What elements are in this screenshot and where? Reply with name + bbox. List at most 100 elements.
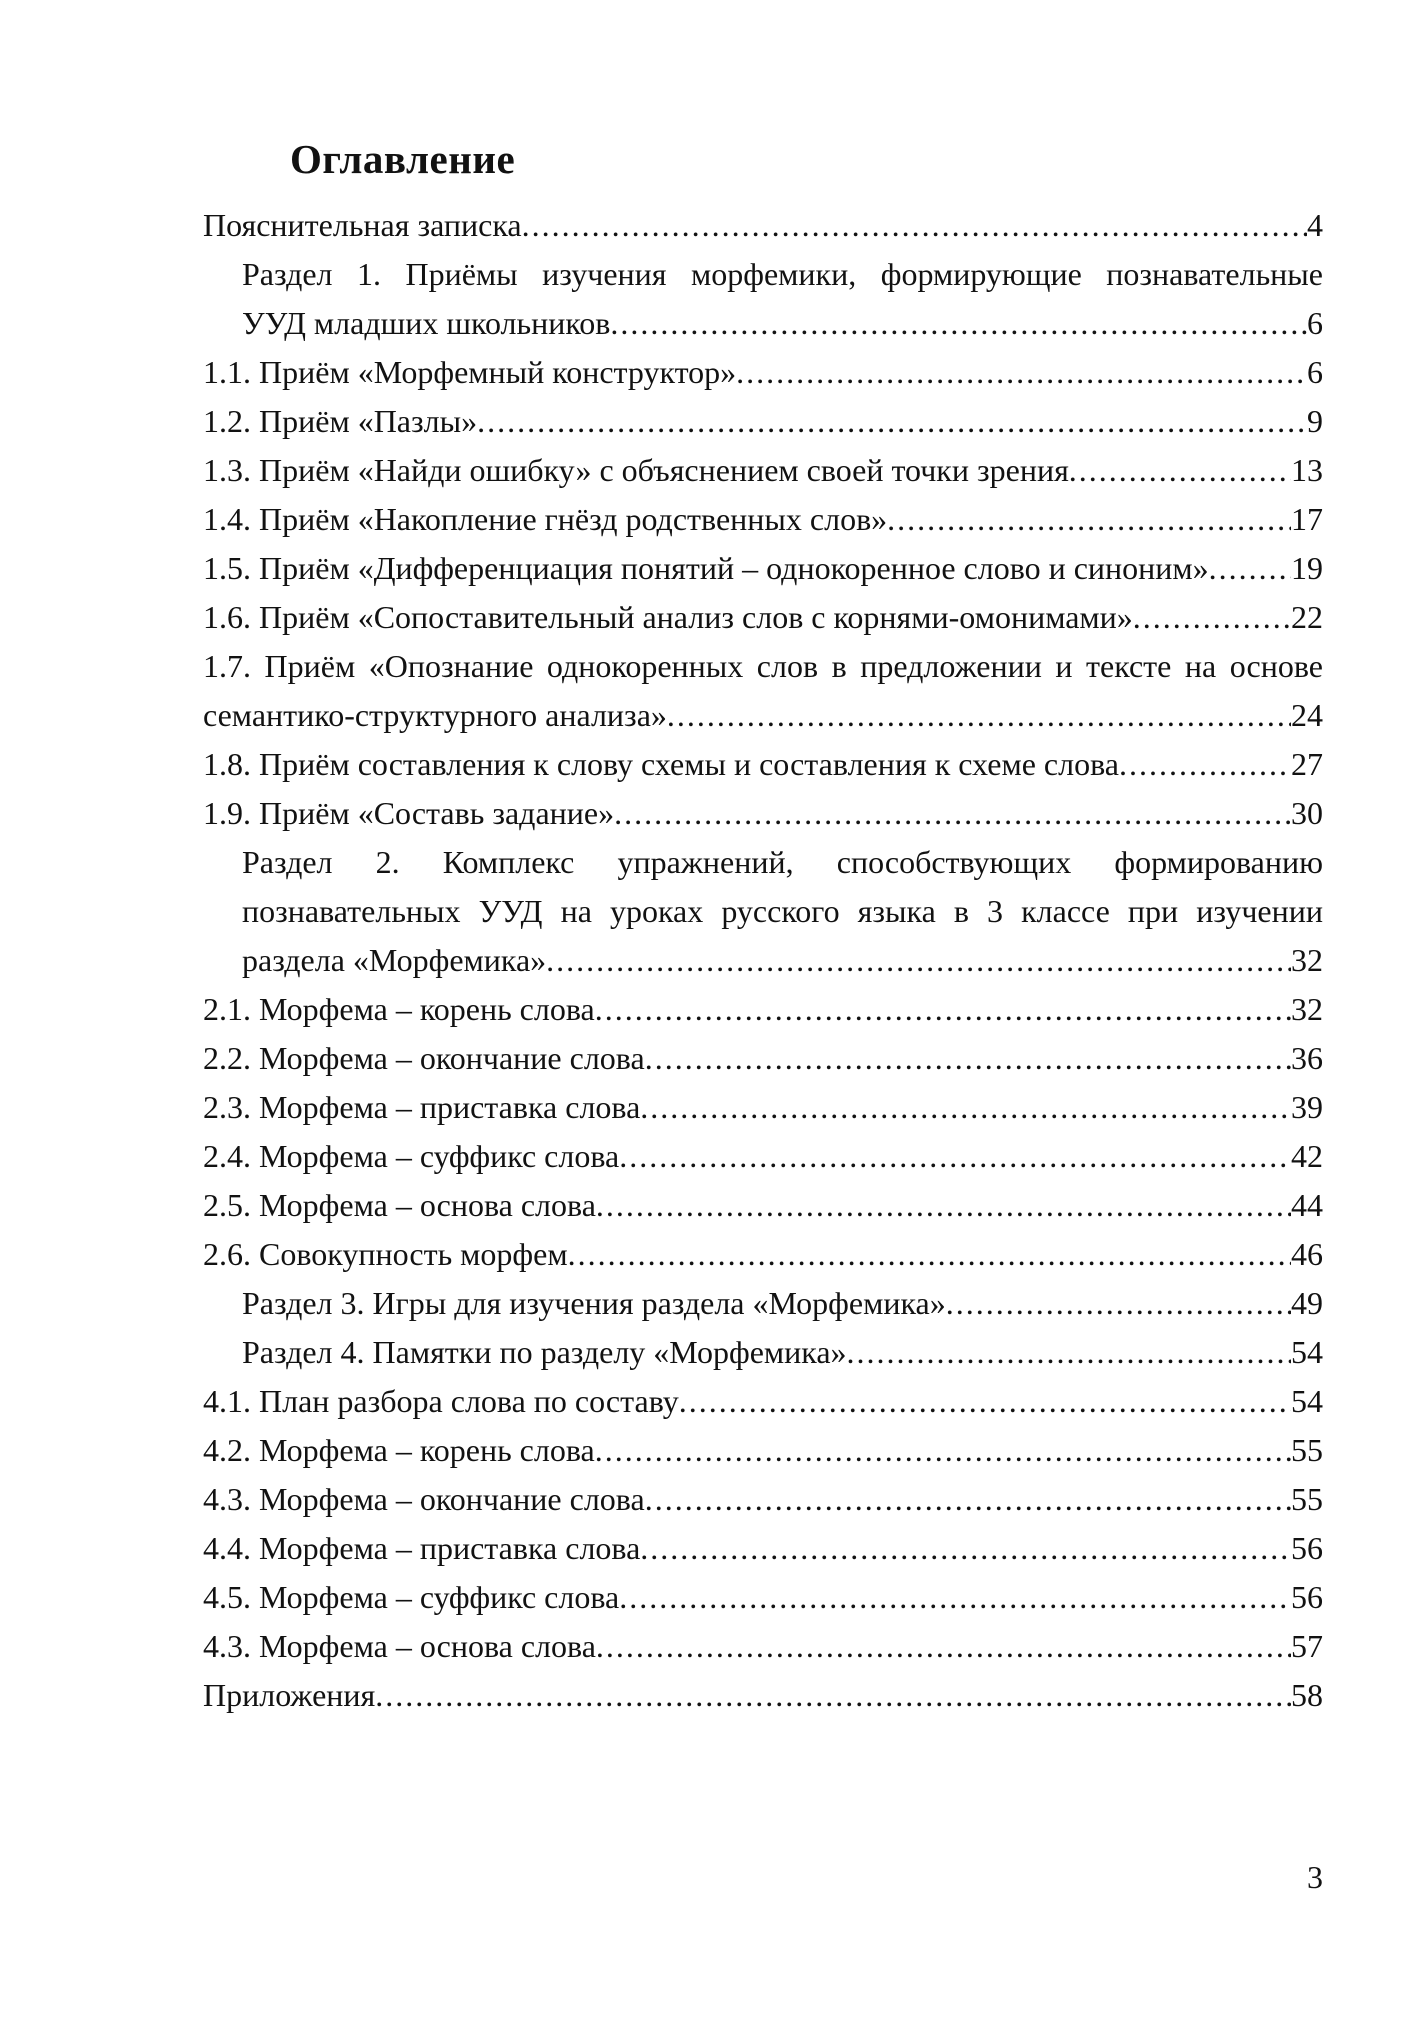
toc-entry-text: 1.1. Приём «Морфемный конструктор» [203, 354, 737, 390]
toc-entry-last-line: 4.2. Морфема – корень слова.............… [203, 1426, 1323, 1475]
toc-entry: 2.3. Морфема – приставка слова..........… [203, 1083, 1323, 1132]
toc-entry-text: 1.8. Приём составления к слову схемы и с… [203, 746, 1119, 782]
toc-leader-dots: ........................................… [567, 1236, 1291, 1272]
toc-entry: Пояснительная записка...................… [203, 201, 1323, 250]
toc-entry-text: 2.3. Морфема – приставка слова [203, 1089, 641, 1125]
toc-leader-dots: ........................................… [477, 403, 1307, 439]
toc-leader-dots: ........................................… [375, 1677, 1291, 1713]
toc-leader-dots: ........................................… [1068, 452, 1291, 488]
toc-entry-last-line: 2.1. Морфема – корень слова.............… [203, 985, 1323, 1034]
toc-entry-last-line: 1.8. Приём составления к слову схемы и с… [203, 740, 1323, 789]
toc-entry-page-number: 46 [1291, 1236, 1323, 1272]
toc-leader-dots: ........................................… [614, 795, 1291, 831]
toc-entry-page-number: 6 [1307, 354, 1323, 390]
toc-leader-dots: ........................................… [640, 1530, 1291, 1566]
toc-entry-wrapped-line: познавательных УУД на уроках русского яз… [242, 893, 1323, 929]
toc-leader-dots: ........................................… [521, 207, 1307, 243]
toc-entry-last-line: 1.5. Приём «Дифференциация понятий – одн… [203, 544, 1323, 593]
toc-entry: 1.1. Приём «Морфемный конструктор»......… [203, 348, 1323, 397]
toc-entry-last-line: 2.4. Морфема – суффикс слова............… [203, 1132, 1323, 1181]
toc-entry-wrapped-line: Раздел 2. Комплекс упражнений, способств… [242, 844, 1323, 880]
toc-entry-last-line: раздела «Морфемика».....................… [242, 936, 1323, 985]
toc-entry: 4.1. План разбора слова по составу......… [203, 1377, 1323, 1426]
toc-entry: 4.4. Морфема – приставка слова..........… [203, 1524, 1323, 1573]
toc-entry-last-line: 4.5. Морфема – суффикс слова............… [203, 1573, 1323, 1622]
page-title: Оглавление [290, 136, 516, 182]
toc-leader-dots: ........................................… [666, 697, 1291, 733]
toc-leader-dots: ........................................… [1208, 550, 1291, 586]
toc-entry-page-number: 24 [1291, 697, 1323, 733]
toc-entry: 1.4. Приём «Накопление гнёзд родственных… [203, 495, 1323, 544]
toc-leader-dots: ........................................… [594, 1432, 1291, 1468]
toc-leader-dots: ........................................… [736, 354, 1307, 390]
toc-entry: 2.5. Морфема – основа слова.............… [203, 1181, 1323, 1230]
toc-entry-last-line: 2.6. Совокупность морфем................… [203, 1230, 1323, 1279]
toc-entry-page-number: 22 [1291, 599, 1323, 635]
toc-entry-page-number: 6 [1307, 305, 1323, 341]
toc-entry-text: УУД младших школьников [242, 305, 611, 341]
toc-entry: 2.4. Морфема – суффикс слова............… [203, 1132, 1323, 1181]
toc-entry-text: 4.4. Морфема – приставка слова [203, 1530, 641, 1566]
toc-entry-text: 1.9. Приём «Составь задание» [203, 795, 615, 831]
toc-entry: 1.2. Приём «Пазлы»......................… [203, 397, 1323, 446]
toc-entry-text: Раздел 3. Игры для изучения раздела «Мор… [242, 1285, 946, 1321]
toc-entry-text: 1.2. Приём «Пазлы» [203, 403, 478, 439]
toc-entry: Раздел 1. Приёмы изучения морфемики, фор… [203, 250, 1323, 348]
toc-leader-dots: ........................................… [595, 1187, 1291, 1223]
toc-leader-dots: ........................................… [619, 1138, 1291, 1174]
toc-entry-page-number: 13 [1291, 452, 1323, 488]
table-of-contents: Пояснительная записка...................… [203, 201, 1323, 1720]
toc-entry-text: 4.3. Морфема – основа слова [203, 1628, 596, 1664]
toc-entry: 1.8. Приём составления к слову схемы и с… [203, 740, 1323, 789]
toc-entry-last-line: 4.3. Морфема – окончание слова..........… [203, 1475, 1323, 1524]
toc-entry-last-line: 1.1. Приём «Морфемный конструктор»......… [203, 348, 1323, 397]
toc-entry-text: 2.1. Морфема – корень слова [203, 991, 595, 1027]
toc-leader-dots: ........................................… [846, 1334, 1291, 1370]
toc-entry-page-number: 30 [1291, 795, 1323, 831]
footer-page-number: 3 [1307, 1859, 1323, 1895]
toc-entry-text: 2.2. Морфема – окончание слова [203, 1040, 645, 1076]
toc-entry: 1.7. Приём «Опознание однокоренных слов … [203, 642, 1323, 740]
toc-entry-page-number: 19 [1291, 550, 1323, 586]
toc-entry-text: 2.4. Морфема – суффикс слова [203, 1138, 620, 1174]
toc-entry-last-line: 1.6. Приём «Сопоставительный анализ слов… [203, 593, 1323, 642]
toc-leader-dots: ........................................… [1118, 746, 1291, 782]
toc-entry-last-line: УУД младших школьников..................… [242, 299, 1323, 348]
toc-leader-dots: ........................................… [594, 991, 1291, 1027]
toc-leader-dots: ........................................… [619, 1579, 1291, 1615]
toc-entry: 1.9. Приём «Составь задание»............… [203, 789, 1323, 838]
toc-entry-page-number: 54 [1291, 1383, 1323, 1419]
toc-entry-page-number: 27 [1291, 746, 1323, 782]
toc-leader-dots: ........................................… [1132, 599, 1291, 635]
toc-entry-page-number: 39 [1291, 1089, 1323, 1125]
toc-entry: Раздел 4. Памятки по разделу «Морфемика»… [203, 1328, 1323, 1377]
toc-entry-page-number: 49 [1291, 1285, 1323, 1321]
toc-entry-page-number: 9 [1307, 403, 1323, 439]
toc-entry-last-line: 1.3. Приём «Найди ошибку» с объяснением … [203, 446, 1323, 495]
toc-entry-last-line: 1.2. Приём «Пазлы»......................… [203, 397, 1323, 446]
toc-entry-page-number: 42 [1291, 1138, 1323, 1174]
toc-entry-last-line: Раздел 3. Игры для изучения раздела «Мор… [242, 1279, 1323, 1328]
toc-entry-page-number: 55 [1291, 1481, 1323, 1517]
toc-entry: 4.2. Морфема – корень слова.............… [203, 1426, 1323, 1475]
toc-entry-page-number: 54 [1291, 1334, 1323, 1370]
toc-entry-last-line: 4.1. План разбора слова по составу......… [203, 1377, 1323, 1426]
toc-entry-text: 1.5. Приём «Дифференциация понятий – одн… [203, 550, 1209, 586]
toc-entry-last-line: 4.3. Морфема – основа слова.............… [203, 1622, 1323, 1671]
toc-entry-last-line: 2.5. Морфема – основа слова.............… [203, 1181, 1323, 1230]
toc-entry-last-line: 1.4. Приём «Накопление гнёзд родственных… [203, 495, 1323, 544]
toc-entry-text: 1.4. Приём «Накопление гнёзд родственных… [203, 501, 888, 537]
toc-leader-dots: ........................................… [644, 1040, 1291, 1076]
toc-entry-page-number: 17 [1291, 501, 1323, 537]
toc-entry-text: Приложения [203, 1677, 376, 1713]
toc-entry-text: 4.3. Морфема – окончание слова [203, 1481, 645, 1517]
toc-entry-last-line: 2.2. Морфема – окончание слова..........… [203, 1034, 1323, 1083]
toc-entry-text: раздела «Морфемика» [242, 942, 547, 978]
toc-entry: Раздел 2. Комплекс упражнений, способств… [203, 838, 1323, 985]
toc-entry: 1.6. Приём «Сопоставительный анализ слов… [203, 593, 1323, 642]
toc-entry: Приложения..............................… [203, 1671, 1323, 1720]
toc-entry-page-number: 56 [1291, 1579, 1323, 1615]
toc-leader-dots: ........................................… [678, 1383, 1291, 1419]
toc-entry-page-number: 56 [1291, 1530, 1323, 1566]
